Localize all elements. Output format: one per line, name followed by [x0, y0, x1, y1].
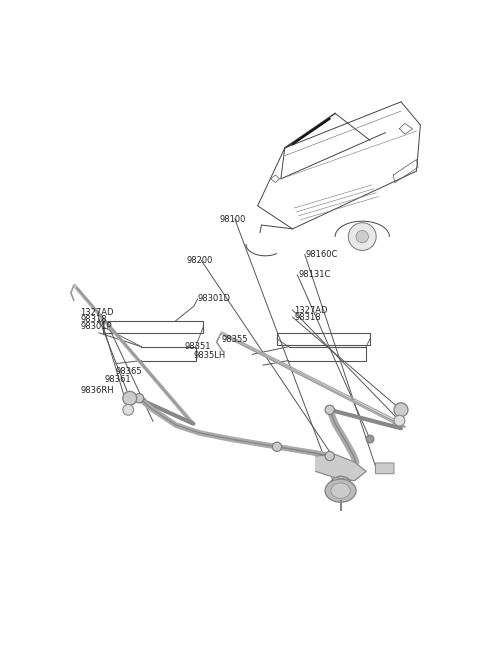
Text: 98355: 98355 [222, 335, 248, 344]
Circle shape [394, 415, 405, 426]
Ellipse shape [331, 483, 350, 499]
Text: 98100: 98100 [220, 215, 246, 224]
Circle shape [366, 435, 374, 443]
Polygon shape [316, 455, 366, 481]
FancyBboxPatch shape [375, 463, 394, 474]
Text: 98301P: 98301P [81, 321, 112, 331]
Text: 9835LH: 9835LH [194, 351, 226, 360]
Text: 98318: 98318 [294, 313, 321, 321]
Text: 9836RH: 9836RH [81, 386, 114, 396]
Circle shape [123, 392, 137, 405]
Text: 98351: 98351 [185, 342, 211, 351]
Text: 98131C: 98131C [298, 270, 330, 279]
Text: 1327AD: 1327AD [81, 308, 114, 317]
Circle shape [356, 230, 369, 243]
Text: 1327AD: 1327AD [294, 306, 328, 315]
Text: 98160C: 98160C [305, 250, 338, 259]
Circle shape [325, 405, 335, 415]
Circle shape [123, 405, 133, 415]
Text: 98301D: 98301D [198, 295, 230, 304]
Circle shape [348, 222, 376, 251]
Circle shape [134, 394, 144, 403]
Circle shape [394, 403, 408, 417]
Text: 98200: 98200 [186, 256, 213, 265]
Text: 98365: 98365 [115, 367, 142, 376]
Circle shape [272, 442, 282, 451]
Ellipse shape [325, 479, 356, 502]
Text: 98361: 98361 [105, 375, 131, 384]
Circle shape [325, 451, 335, 461]
Text: 98318: 98318 [81, 315, 107, 323]
